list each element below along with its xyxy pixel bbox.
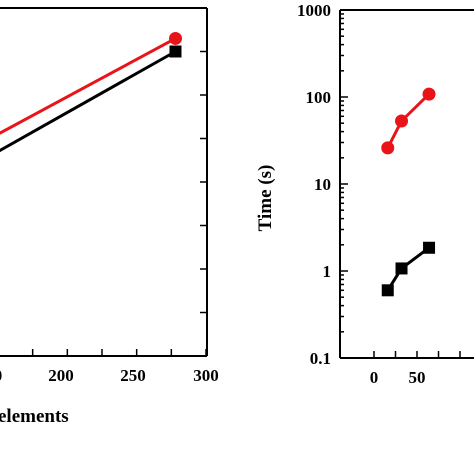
right-series-group <box>381 87 436 297</box>
right-y-axis-title: Time (s) <box>255 165 276 232</box>
right-bottom-ticks <box>373 351 461 358</box>
right-y-tick-label-10: 10 <box>314 175 331 194</box>
right-series-1-line <box>386 93 431 149</box>
right-series-2-point <box>381 284 394 297</box>
left-bottom-ticks <box>31 349 207 356</box>
right-x-tick-label-50: 50 <box>409 368 426 387</box>
right-series-1-point <box>395 114 409 128</box>
left-x-tick-label-300: 300 <box>193 366 219 385</box>
right-y-tick-label-1: 1 <box>323 262 332 281</box>
left-panel: 0 200 250 300 elements <box>0 7 219 427</box>
left-series-2-point <box>169 45 182 58</box>
right-series-2-point <box>423 241 436 254</box>
right-y-tick-label-100: 100 <box>306 88 332 107</box>
left-x-tick-label-250: 250 <box>120 366 146 385</box>
right-series-2-line <box>386 246 430 292</box>
left-series-1-point <box>168 31 182 45</box>
right-x-tick-label-0: 0 <box>370 368 379 387</box>
left-x-axis-title: elements <box>0 406 69 427</box>
right-series-1-point <box>422 87 436 101</box>
left-x-tick-label-200: 200 <box>48 366 74 385</box>
left-series-1-line <box>0 37 177 135</box>
right-y-tick-label-1000: 1000 <box>297 1 331 20</box>
right-series-2-point <box>395 262 408 275</box>
right-series-1-point <box>381 141 395 155</box>
right-y-tick-label-0.1: 0.1 <box>310 349 331 368</box>
left-x-tick-label-0: 0 <box>0 366 2 385</box>
left-series-group <box>0 31 182 153</box>
left-right-ticks <box>200 7 207 357</box>
left-series-2-line <box>0 50 177 153</box>
right-left-ticks <box>340 9 348 359</box>
right-panel: 1000 100 10 1 0.1 0 50 Time (s) <box>255 1 474 387</box>
